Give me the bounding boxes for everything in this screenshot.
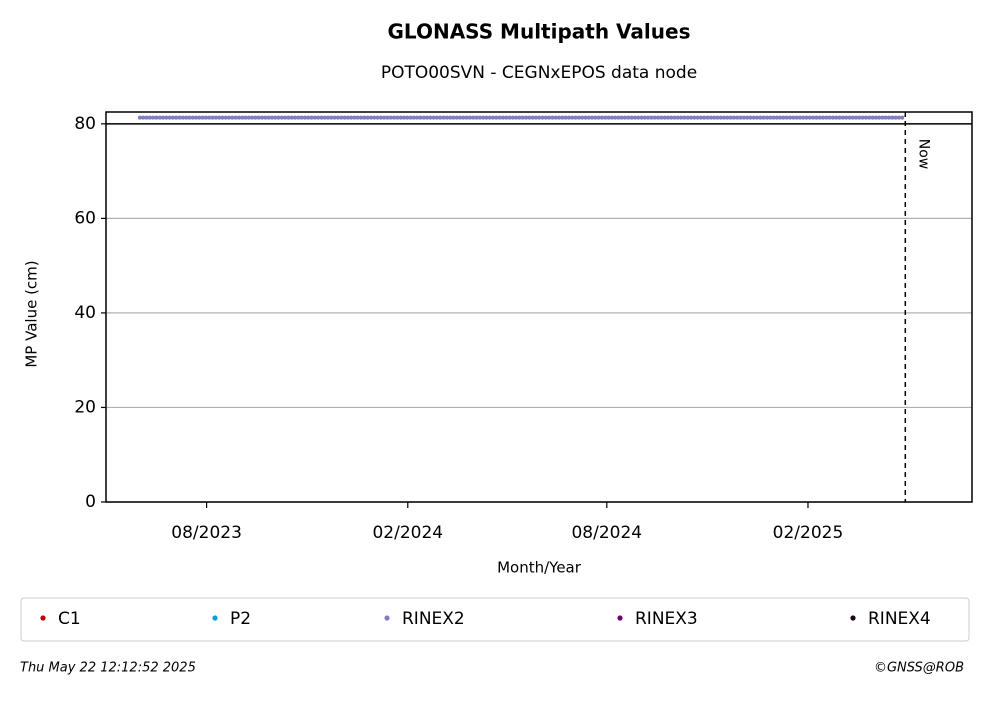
x-tick-label: 02/2025 — [773, 523, 844, 543]
legend-label: P2 — [230, 609, 251, 629]
legend-label: RINEX3 — [635, 609, 698, 629]
legend-label: C1 — [58, 609, 81, 629]
chart-title: GLONASS Multipath Values — [388, 20, 691, 44]
y-tick-label: 20 — [74, 397, 96, 417]
y-tick-label: 0 — [85, 492, 96, 512]
x-axis-label: Month/Year — [497, 559, 582, 577]
legend-marker — [617, 615, 623, 621]
chart-subtitle: POTO00SVN - CEGNxEPOS data node — [381, 63, 697, 83]
timestamp: Thu May 22 12:12:52 2025 — [20, 661, 196, 676]
legend-label: RINEX2 — [402, 609, 465, 629]
y-tick-label: 80 — [74, 114, 96, 134]
x-tick-label: 08/2024 — [571, 523, 642, 543]
x-tick-label: 08/2023 — [171, 523, 242, 543]
legend-marker — [212, 615, 218, 621]
legend-marker — [40, 615, 46, 621]
legend-marker — [384, 615, 390, 621]
x-tick-label: 02/2024 — [372, 523, 443, 543]
legend-label: RINEX4 — [868, 609, 931, 629]
legend-box — [20, 597, 970, 642]
y-tick-label: 60 — [74, 208, 96, 228]
y-tick-label: 40 — [74, 303, 96, 323]
plot-frame — [105, 111, 973, 503]
legend-marker — [850, 615, 856, 621]
credit: ©GNSS@ROB — [874, 661, 964, 676]
now-label: Now — [915, 139, 931, 170]
y-axis-label: MP Value (cm) — [23, 260, 41, 367]
